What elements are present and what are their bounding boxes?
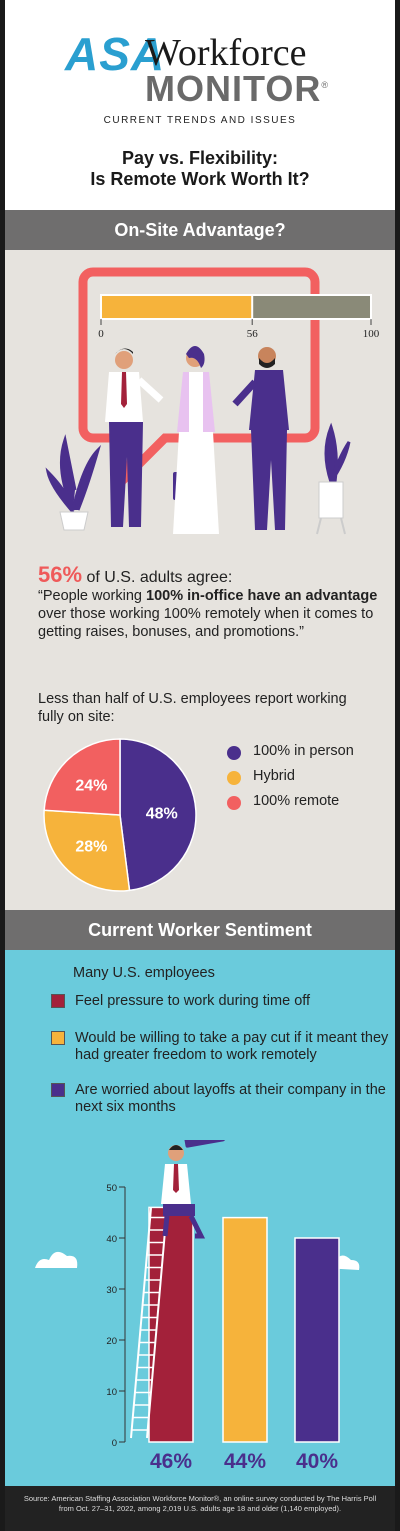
plant-right-icon xyxy=(316,422,351,535)
sentiment-intro: Many U.S. employees xyxy=(73,965,215,981)
sentiment-swatch-icon xyxy=(51,1083,65,1097)
sentiment-item-label: Are worried about layoffs at their compa… xyxy=(75,1082,386,1115)
bar xyxy=(222,1216,268,1443)
header: ASA Workforce MONITOR® CURRENT TRENDS AN… xyxy=(5,0,395,205)
bar xyxy=(294,1237,340,1443)
pie-slice xyxy=(119,738,197,892)
progress-tick-label: 0 xyxy=(98,328,104,340)
y-tick-label: 40 xyxy=(106,1234,117,1245)
pie-intro: Less than half of U.S. employees report … xyxy=(38,691,347,725)
legend-dot-icon xyxy=(227,771,241,785)
legend-label: 100% in person xyxy=(253,743,354,759)
progress-bar-56: 0 56 100 xyxy=(98,294,380,340)
logo: ASA Workforce MONITOR® xyxy=(65,25,355,125)
speech-bubble-icon xyxy=(78,267,320,488)
section-band-onsite: On-Site Advantage? xyxy=(5,210,395,250)
pie-slice-label: 28% xyxy=(75,838,107,855)
stat-text: of U.S. adults agree: xyxy=(86,569,233,586)
logo-workforce: Workforce xyxy=(145,32,307,74)
onsite-section: 0 56 100 xyxy=(5,250,395,910)
man-with-telescope-icon xyxy=(161,1140,225,1239)
pie-slice xyxy=(43,738,121,816)
legend-dot-icon xyxy=(227,746,241,760)
page-title: Pay vs. Flexibility: Is Remote Work Wort… xyxy=(5,148,395,190)
sentiment-item-label: Would be willing to take a pay cut if it… xyxy=(75,1030,389,1063)
quote-bold: 100% in-office have an advantage xyxy=(146,588,378,604)
cloud-left-icon xyxy=(35,1251,78,1268)
y-tick-label: 0 xyxy=(112,1438,117,1449)
ladder-icon xyxy=(130,1207,168,1439)
quote: “People working 100% in-office have an a… xyxy=(38,588,378,640)
footer-source: Source: American Staffing Association Wo… xyxy=(5,1486,395,1531)
y-tick-label: 20 xyxy=(106,1336,117,1347)
pie-slice-label: 24% xyxy=(75,778,107,795)
pie-slice-label: 48% xyxy=(146,805,178,822)
logo-asa: ASA xyxy=(65,28,166,80)
bar-value-label: 40% xyxy=(296,1450,338,1473)
stat-percent: 56% xyxy=(38,562,83,587)
legend-dot-icon xyxy=(227,796,241,810)
y-tick-label: 30 xyxy=(106,1285,117,1296)
sentiment-swatch-icon xyxy=(51,1031,65,1045)
legend-label: Hybrid xyxy=(253,768,295,784)
section-band-sentiment: Current Worker Sentiment xyxy=(5,910,395,950)
bar-chart: 46% 44% 40% 0 10 20 30 40 50 xyxy=(35,1140,360,1473)
page-title-line1: Pay vs. Flexibility: xyxy=(121,148,279,168)
pie-chart: 48% 28% 24% xyxy=(43,738,197,892)
progress-border xyxy=(100,294,372,320)
legend-label: 100% remote xyxy=(253,793,340,809)
pie-slice xyxy=(43,809,131,892)
stat-line: 56% of U.S. adults agree: xyxy=(38,562,232,588)
page-title-line2: Is Remote Work Worth It? xyxy=(90,169,310,189)
y-tick-label: 50 xyxy=(106,1183,117,1194)
onsite-illustration: 0 56 100 xyxy=(45,267,380,535)
bar-value-label: 46% xyxy=(150,1450,192,1473)
person-man-left-icon xyxy=(105,348,164,527)
sentiment-swatch-icon xyxy=(51,994,65,1008)
bar-value-label: 44% xyxy=(224,1450,266,1473)
logo-monitor: MONITOR® xyxy=(145,68,329,109)
person-man-right-icon xyxy=(232,347,289,530)
person-woman-center-icon xyxy=(173,346,219,534)
plant-left-icon xyxy=(45,434,102,531)
header-subtitle: CURRENT TRENDS AND ISSUES xyxy=(103,115,297,126)
sentiment-item-label: Feel pressure to work during time off xyxy=(75,993,311,1009)
progress-tick-label: 100 xyxy=(363,328,380,340)
progress-fill xyxy=(101,295,253,319)
y-tick-label: 10 xyxy=(106,1387,117,1398)
progress-tick-label: 56 xyxy=(247,328,259,340)
